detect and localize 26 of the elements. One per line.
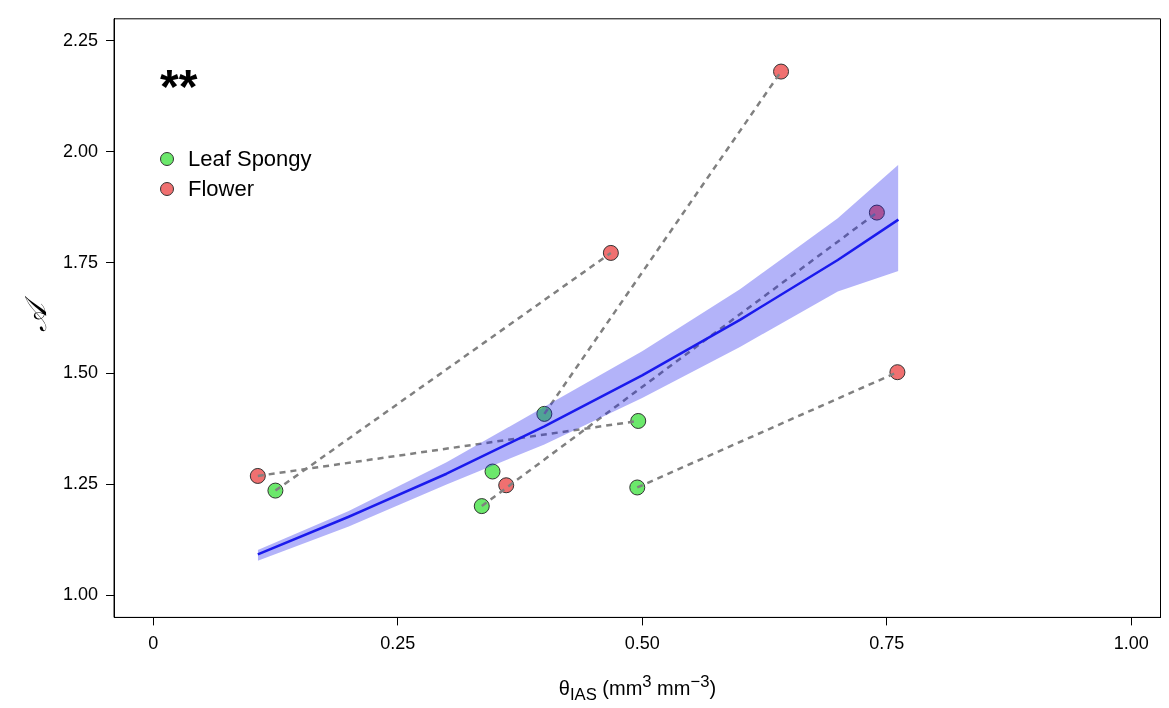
point (473, 498, 490, 515)
x-tick-label: 0.75 (869, 633, 905, 654)
legend-label: Flower (188, 175, 255, 202)
x-tick-label: 0.50 (624, 633, 660, 654)
point (868, 204, 885, 221)
point (602, 244, 619, 261)
y-tick-label: 1.75 (62, 251, 99, 272)
legend-label: Leaf Spongy (188, 145, 312, 172)
y-tick-label: 1.00 (62, 584, 99, 605)
y-tick-label: 2.25 (62, 29, 99, 50)
y-tick-label: 1.25 (62, 473, 99, 494)
point (267, 482, 284, 499)
point (536, 405, 553, 422)
x-axis-title: θ$_{IAS}$ (mm$^{3}$ mm$^{−3}$) (558, 672, 717, 705)
point (249, 467, 266, 484)
point (629, 479, 646, 496)
point (773, 63, 790, 80)
x-tick-label: 0.25 (380, 633, 416, 654)
y-tick-label: 2.00 (62, 140, 99, 161)
x-tick-label: 1.00 (1113, 633, 1149, 654)
x-tick-label: 0 (148, 633, 159, 654)
point (484, 463, 501, 480)
annotation: ** (160, 58, 198, 114)
point (630, 412, 647, 429)
y-tick-label: 1.50 (62, 362, 99, 383)
point (889, 364, 906, 381)
